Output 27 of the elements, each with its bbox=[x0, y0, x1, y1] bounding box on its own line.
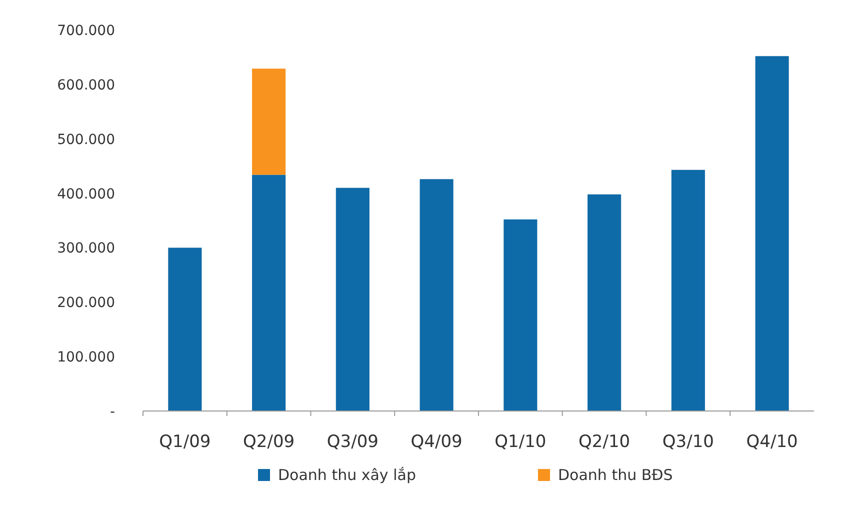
y-tick-label: 300.000 bbox=[57, 240, 115, 257]
y-tick-label: 600.000 bbox=[57, 77, 115, 94]
legend-label: Doanh thu BĐS bbox=[558, 466, 673, 484]
bar bbox=[252, 174, 286, 411]
y-tick-label: 200.000 bbox=[57, 295, 115, 312]
y-tick-label: 500.000 bbox=[57, 132, 115, 148]
bar bbox=[336, 188, 370, 411]
y-tick-label: - bbox=[110, 404, 115, 420]
bar bbox=[252, 68, 286, 175]
x-tick-label: Q3/10 bbox=[662, 432, 714, 452]
y-tick-label: 700.000 bbox=[57, 23, 115, 39]
x-tick-label: Q1/10 bbox=[494, 432, 546, 452]
legend-label: Doanh thu xây lắp bbox=[278, 466, 416, 484]
bar bbox=[588, 194, 622, 411]
x-tick-label: Q4/09 bbox=[410, 432, 462, 452]
bar bbox=[420, 179, 454, 411]
y-tick-label: 400.000 bbox=[57, 186, 115, 202]
bar bbox=[168, 248, 202, 411]
x-tick-label: Q3/09 bbox=[326, 432, 378, 452]
y-tick-label: 100.000 bbox=[57, 350, 115, 366]
bar bbox=[504, 219, 538, 411]
x-tick-label: Q2/10 bbox=[578, 432, 630, 452]
x-tick-label: Q2/09 bbox=[243, 432, 295, 452]
x-tick-label: Q4/10 bbox=[746, 432, 798, 452]
x-tick-label: Q1/09 bbox=[159, 432, 211, 452]
bar bbox=[755, 56, 789, 411]
bar bbox=[671, 170, 705, 411]
